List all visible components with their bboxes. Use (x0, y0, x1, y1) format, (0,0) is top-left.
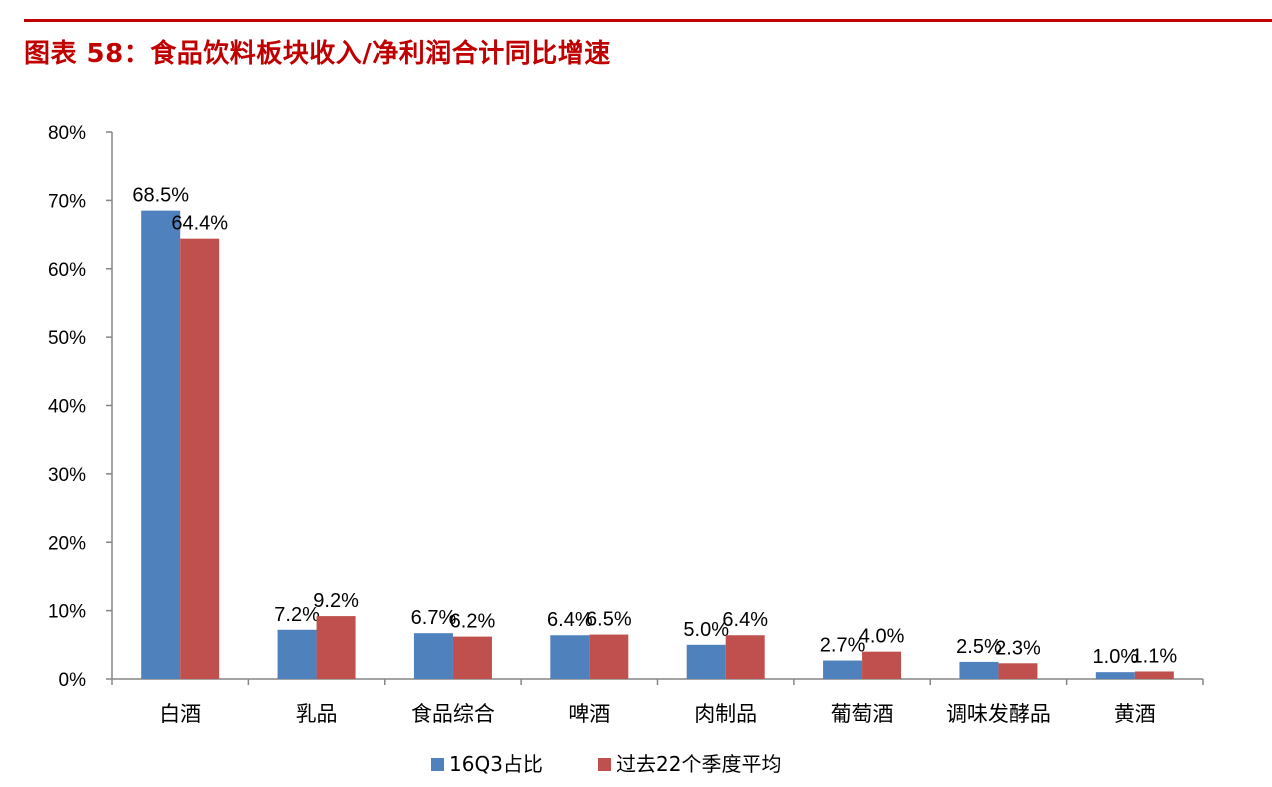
x-category-label: 黄酒 (1114, 702, 1156, 726)
data-label: 2.3% (995, 637, 1041, 659)
x-category-label: 调味发酵品 (946, 702, 1051, 726)
data-label: 4.0% (859, 626, 905, 648)
y-tick-label: 50% (48, 328, 86, 349)
bar[interactable] (959, 661, 999, 679)
data-label: 7.2% (274, 604, 320, 626)
bar[interactable] (1095, 672, 1135, 679)
x-category-label: 啤酒 (568, 702, 610, 726)
data-label: 6.4% (722, 609, 768, 631)
data-label: 6.2% (450, 611, 496, 633)
bar[interactable] (277, 629, 317, 679)
data-label: 6.7% (411, 607, 457, 629)
legend-label: 16Q3占比 (449, 752, 543, 776)
legend-swatch (598, 758, 611, 771)
x-category-label: 葡萄酒 (831, 702, 894, 726)
bar[interactable] (862, 651, 902, 679)
x-category-label: 食品综合 (411, 702, 495, 726)
bar[interactable] (998, 663, 1038, 679)
x-category-label: 肉制品 (694, 702, 757, 726)
bar[interactable] (823, 660, 863, 679)
bar[interactable] (413, 633, 453, 679)
data-label: 2.7% (820, 635, 866, 657)
chart-header: 图表 58：食品饮料板块收入/净利润合计同比增速 (0, 0, 1272, 90)
data-label: 68.5% (132, 185, 189, 207)
data-label: 9.2% (313, 590, 359, 612)
y-tick-label: 20% (48, 533, 86, 554)
x-category-label: 乳品 (296, 702, 338, 726)
data-label: 64.4% (171, 213, 228, 235)
header-rule (24, 19, 1272, 22)
legend-label: 过去22个季度平均 (616, 752, 781, 776)
data-label: 6.4% (547, 609, 593, 631)
y-tick-label: 0% (59, 670, 87, 691)
chart-title: 图表 58：食品饮料板块收入/净利润合计同比增速 (24, 39, 611, 69)
bar[interactable] (180, 238, 220, 680)
x-category-label: 白酒 (159, 702, 201, 726)
bar[interactable] (452, 636, 492, 679)
bar[interactable] (1134, 671, 1174, 679)
y-tick-label: 10% (48, 602, 86, 623)
y-tick-label: 60% (48, 260, 86, 281)
y-tick-label: 80% (48, 123, 86, 144)
bar[interactable] (316, 616, 356, 679)
data-label: 5.0% (683, 619, 729, 641)
data-label: 1.0% (1093, 646, 1139, 668)
y-tick-label: 30% (48, 465, 86, 486)
bar[interactable] (141, 210, 181, 679)
bar[interactable] (589, 634, 629, 679)
bar[interactable] (725, 635, 765, 679)
data-label: 6.5% (586, 609, 632, 631)
bar[interactable] (686, 644, 726, 679)
data-label: 2.5% (956, 636, 1002, 658)
y-tick-label: 70% (48, 191, 86, 212)
data-label: 1.1% (1132, 645, 1178, 667)
y-tick-label: 40% (48, 397, 86, 418)
legend-swatch (431, 758, 444, 771)
bar[interactable] (550, 635, 590, 679)
